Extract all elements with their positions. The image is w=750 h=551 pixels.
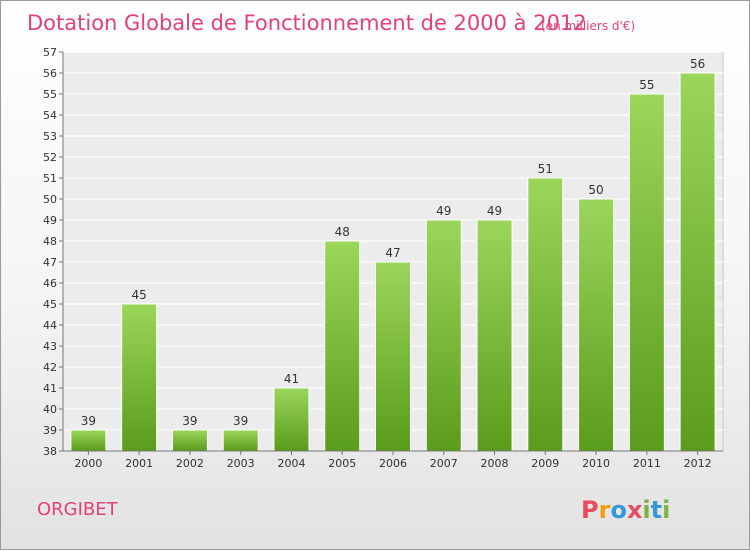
bar-layer: 39 45 39 39 41 48 47 49 49 51 50 55 56: [70, 57, 716, 452]
y-tick-label: 46: [43, 277, 57, 290]
y-tick-label: 49: [43, 214, 57, 227]
x-tick-label-2012: 2012: [684, 457, 712, 470]
y-tick-label: 55: [43, 88, 57, 101]
value-label-2004: 41: [284, 372, 299, 386]
y-tick-label: 38: [43, 445, 57, 458]
value-label-2002: 39: [182, 414, 197, 428]
x-tick-label-2007: 2007: [430, 457, 458, 470]
bar-2002: [171, 429, 208, 452]
x-tick-label-2011: 2011: [633, 457, 661, 470]
bar-2012: [679, 72, 716, 452]
bar-2003: [222, 429, 259, 452]
chart-unit-note: (en milliers d'€): [541, 19, 635, 33]
value-label-2010: 50: [588, 183, 603, 197]
y-tick-label: 48: [43, 235, 57, 248]
y-tick-label: 39: [43, 424, 57, 437]
axis-layer: 38 39 40 41 42 43 44 45 46 47 48 49 50 51 52 53 54 55 56 57…: [43, 46, 723, 470]
bar-2005: [324, 240, 361, 452]
logo-letter: i: [662, 496, 670, 524]
logo-letter: i: [642, 496, 650, 524]
value-label-2007: 49: [436, 204, 451, 218]
commune-name: ORGIBET: [37, 499, 119, 520]
x-tick-label-2002: 2002: [176, 457, 204, 470]
x-tick-label-2009: 2009: [531, 457, 559, 470]
y-tick-label: 54: [43, 109, 57, 122]
x-tick-label-2001: 2001: [125, 457, 153, 470]
logo-letter: t: [651, 496, 662, 524]
logo-letter: r: [599, 496, 611, 524]
x-tick-label-2008: 2008: [481, 457, 509, 470]
value-label-2009: 51: [538, 162, 553, 176]
bar-2009: [527, 177, 564, 452]
value-label-2001: 45: [132, 288, 147, 302]
bar-2004: [273, 387, 310, 452]
value-label-2006: 47: [385, 246, 400, 260]
logo-letter: P: [581, 496, 599, 524]
x-tick-label-2005: 2005: [328, 457, 356, 470]
value-label-2000: 39: [81, 414, 96, 428]
bar-2008: [476, 219, 513, 452]
y-tick-label: 47: [43, 256, 57, 269]
y-tick-label: 41: [43, 382, 57, 395]
bar-2010: [578, 198, 615, 452]
y-tick-label: 53: [43, 130, 57, 143]
bar-2001: [121, 303, 158, 452]
x-tick-label-2000: 2000: [74, 457, 102, 470]
value-label-2008: 49: [487, 204, 502, 218]
y-tick-label: 44: [43, 319, 57, 332]
y-tick-label: 40: [43, 403, 57, 416]
bar-2007: [425, 219, 462, 452]
x-tick-label-2010: 2010: [582, 457, 610, 470]
y-tick-label: 45: [43, 298, 57, 311]
y-tick-label: 50: [43, 193, 57, 206]
value-label-2003: 39: [233, 414, 248, 428]
bar-2011: [628, 93, 665, 452]
x-tick-label-2004: 2004: [277, 457, 305, 470]
y-tick-label: 52: [43, 151, 57, 164]
x-tick-label-2006: 2006: [379, 457, 407, 470]
value-label-2012: 56: [690, 57, 705, 71]
proxiti-logo: Proxiti: [581, 496, 670, 524]
value-label-2005: 48: [335, 225, 350, 239]
logo-letter: x: [627, 496, 643, 524]
y-tick-label: 56: [43, 67, 57, 80]
logo-letter: o: [610, 496, 627, 524]
x-tick-label-2003: 2003: [227, 457, 255, 470]
chart-title: Dotation Globale de Fonctionnement de 20…: [27, 11, 587, 35]
value-label-2011: 55: [639, 78, 654, 92]
bar-2000: [70, 429, 107, 452]
bar-2006: [375, 261, 411, 452]
y-tick-label: 51: [43, 172, 57, 185]
y-tick-label: 42: [43, 361, 57, 374]
y-tick-label: 57: [43, 46, 57, 59]
y-tick-label: 43: [43, 340, 57, 353]
